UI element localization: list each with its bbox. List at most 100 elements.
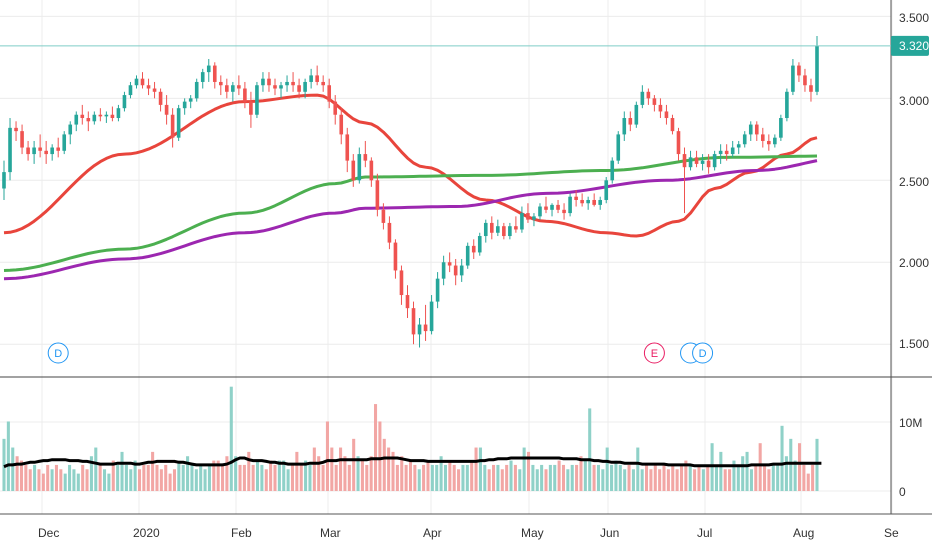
volume-bar[interactable]: [28, 469, 32, 491]
candle-body[interactable]: [333, 101, 338, 115]
candle-body[interactable]: [441, 262, 446, 279]
volume-bar[interactable]: [544, 469, 548, 491]
candle-body[interactable]: [676, 131, 681, 155]
volume-bar[interactable]: [116, 464, 120, 491]
volume-series[interactable]: [2, 386, 819, 491]
volume-bar[interactable]: [15, 456, 19, 491]
candle-body[interactable]: [122, 95, 127, 109]
volume-bar[interactable]: [688, 464, 692, 491]
candle-body[interactable]: [128, 85, 133, 96]
candle-body[interactable]: [658, 104, 663, 112]
candle-body[interactable]: [194, 81, 199, 99]
candle-body[interactable]: [405, 295, 410, 309]
candle-body[interactable]: [134, 78, 139, 86]
volume-bar[interactable]: [103, 469, 107, 491]
candle-body[interactable]: [56, 147, 61, 151]
candle-body[interactable]: [459, 265, 464, 276]
candle-body[interactable]: [285, 81, 289, 86]
volume-bar[interactable]: [221, 464, 225, 491]
volume-bar[interactable]: [802, 464, 806, 491]
candle-body[interactable]: [682, 154, 687, 168]
volume-bar[interactable]: [714, 464, 718, 491]
volume-bar[interactable]: [413, 464, 417, 491]
candle-body[interactable]: [435, 278, 440, 302]
volume-bar[interactable]: [155, 464, 159, 491]
candle-body[interactable]: [249, 101, 253, 115]
volume-bar[interactable]: [797, 443, 802, 491]
volume-bar[interactable]: [505, 464, 509, 491]
candle-body[interactable]: [520, 213, 524, 230]
volume-bar[interactable]: [457, 469, 461, 491]
candle-body[interactable]: [399, 270, 404, 296]
volume-bar[interactable]: [404, 464, 408, 491]
candle-body[interactable]: [562, 209, 566, 214]
volume-bar[interactable]: [575, 464, 579, 491]
volume-bar[interactable]: [177, 460, 181, 491]
candle-body[interactable]: [273, 85, 277, 89]
candle-body[interactable]: [32, 147, 36, 155]
candle-body[interactable]: [724, 150, 729, 155]
candle-body[interactable]: [411, 308, 416, 335]
volume-bar[interactable]: [347, 464, 351, 491]
candle-body[interactable]: [736, 144, 741, 148]
volume-bar[interactable]: [448, 460, 452, 491]
volume-bar[interactable]: [439, 456, 443, 491]
candle-body[interactable]: [730, 147, 735, 155]
volume-bar[interactable]: [216, 460, 220, 491]
candle-body[interactable]: [38, 147, 42, 151]
candle-body[interactable]: [604, 180, 609, 200]
volume-bar[interactable]: [518, 469, 522, 491]
volume-bar[interactable]: [400, 456, 404, 491]
volume-bar[interactable]: [360, 460, 364, 491]
volume-bar[interactable]: [408, 460, 413, 491]
volume-bar[interactable]: [623, 469, 627, 491]
volume-bar[interactable]: [120, 451, 124, 491]
candle-body[interactable]: [767, 140, 771, 145]
volume-bar[interactable]: [767, 469, 771, 491]
volume-bar[interactable]: [732, 460, 736, 491]
candle-body[interactable]: [26, 147, 30, 155]
candle-body[interactable]: [381, 209, 386, 223]
candle-body[interactable]: [44, 150, 48, 155]
volume-bar[interactable]: [6, 421, 10, 491]
volume-bar[interactable]: [784, 456, 788, 491]
volume-bar[interactable]: [627, 464, 631, 491]
candle-body[interactable]: [598, 199, 603, 205]
candle-body[interactable]: [471, 245, 476, 253]
volume-bar[interactable]: [365, 464, 369, 491]
candle-body[interactable]: [815, 45, 819, 92]
candle-body[interactable]: [532, 216, 536, 220]
candle-body[interactable]: [351, 160, 356, 181]
volume-bar[interactable]: [277, 460, 281, 491]
candle-body[interactable]: [496, 226, 500, 233]
candle-body[interactable]: [742, 134, 747, 145]
volume-bar[interactable]: [535, 469, 539, 491]
candle-body[interactable]: [8, 127, 12, 173]
volume-bar[interactable]: [317, 456, 321, 491]
candle-body[interactable]: [508, 226, 512, 237]
candle-body[interactable]: [164, 104, 169, 115]
volume-bar[interactable]: [282, 460, 286, 491]
volume-bar[interactable]: [137, 469, 142, 491]
volume-bar[interactable]: [81, 464, 85, 491]
volume-bar[interactable]: [771, 464, 775, 491]
candle-body[interactable]: [688, 157, 693, 168]
candle-body[interactable]: [297, 85, 301, 92]
volume-bar[interactable]: [496, 464, 500, 491]
volume-bar[interactable]: [63, 473, 67, 491]
candle-body[interactable]: [104, 114, 109, 117]
volume-bar[interactable]: [242, 464, 246, 491]
volume-bar[interactable]: [531, 464, 535, 491]
candle-body[interactable]: [483, 222, 488, 237]
candle-body[interactable]: [586, 199, 590, 204]
candle-body[interactable]: [62, 134, 67, 151]
volume-bar[interactable]: [273, 464, 277, 491]
volume-bar[interactable]: [229, 386, 233, 491]
volume-bar[interactable]: [133, 460, 137, 491]
candle-body[interactable]: [140, 78, 145, 86]
candle-body[interactable]: [369, 160, 374, 181]
candle-body[interactable]: [261, 78, 265, 86]
candle-body[interactable]: [628, 118, 633, 125]
candle-body[interactable]: [550, 204, 554, 210]
volume-bar[interactable]: [417, 469, 421, 491]
